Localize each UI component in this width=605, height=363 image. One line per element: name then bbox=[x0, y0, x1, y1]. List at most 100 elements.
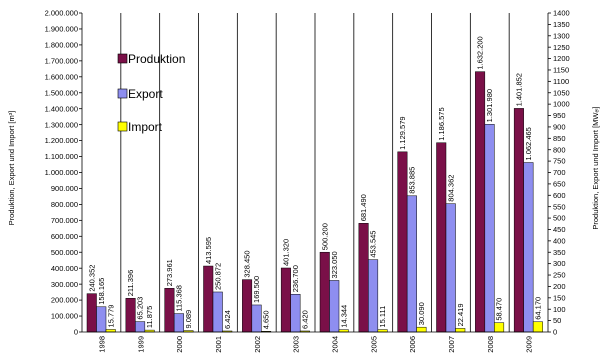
data-label-export: 250.872 bbox=[213, 263, 222, 290]
legend-swatch-export bbox=[117, 88, 128, 99]
bar-export bbox=[523, 162, 534, 333]
y-tick-label-right: 300 bbox=[553, 259, 566, 268]
y-axis-title-right: Produktion, Export und Import [MWₑₗ] bbox=[591, 106, 600, 229]
bar-produktion bbox=[203, 265, 214, 333]
legend-swatch-produktion bbox=[117, 53, 128, 64]
legend-label-import: Import bbox=[128, 120, 163, 134]
bar-produktion bbox=[475, 71, 486, 333]
y-tick-label-right: 0 bbox=[553, 328, 557, 337]
data-label-import: 11.875 bbox=[145, 306, 154, 328]
y-axis-title-left: Produktion, Export und Import [m³] bbox=[7, 111, 16, 226]
y-tick-label-left: 1.700.000 bbox=[45, 56, 78, 65]
bar-export bbox=[484, 124, 495, 333]
data-label-export: 236.700 bbox=[291, 265, 300, 292]
legend: Produktion Export Import bbox=[117, 52, 185, 134]
y-tick-label-left: 800.000 bbox=[51, 200, 78, 209]
y-tick-label-left: 1.200.000 bbox=[45, 136, 78, 145]
data-label-import: 14.344 bbox=[339, 305, 348, 328]
bar-export bbox=[251, 304, 262, 333]
data-label-produktion: 328.450 bbox=[243, 250, 252, 277]
y-tick-label-left: 900.000 bbox=[51, 184, 78, 193]
data-label-import: 64.170 bbox=[533, 297, 542, 320]
y-tick-label-left: 600.000 bbox=[51, 232, 78, 241]
y-tick-label-left: 1.300.000 bbox=[45, 120, 78, 129]
labels-layer: 240.352 211.396 273.961 413.595 328.450 401.3… bbox=[45, 9, 570, 353]
x-tick-label: 2003 bbox=[292, 336, 301, 353]
bar-import bbox=[494, 322, 505, 333]
y-tick-label-left: 1.000.000 bbox=[45, 168, 78, 177]
axes-layer bbox=[79, 12, 551, 333]
data-label-import: 22.419 bbox=[456, 303, 465, 326]
y-tick-label-right: 1200 bbox=[553, 54, 570, 63]
y-tick-label-left: 1.900.000 bbox=[45, 25, 78, 34]
x-tick-label: 2002 bbox=[253, 336, 262, 353]
x-tick-label: 2005 bbox=[369, 336, 378, 353]
legend-label-export: Export bbox=[128, 87, 163, 101]
bar-produktion bbox=[125, 298, 136, 333]
data-label-import: 15.111 bbox=[378, 306, 387, 328]
bar-export bbox=[445, 203, 456, 333]
y-tick-label-left: 100.000 bbox=[51, 312, 78, 321]
y-tick-label-right: 50 bbox=[553, 316, 561, 325]
y-tick-label-right: 850 bbox=[553, 134, 566, 143]
x-tick-label: 2000 bbox=[175, 336, 184, 353]
y-tick-label-right: 750 bbox=[553, 157, 566, 166]
bar-produktion bbox=[319, 251, 330, 333]
y-tick-label-left: 0 bbox=[74, 328, 78, 337]
bar-produktion bbox=[358, 223, 369, 333]
legend-swatch-import bbox=[117, 121, 128, 132]
data-label-import: 6.424 bbox=[223, 310, 232, 329]
x-tick-label: 1998 bbox=[97, 336, 106, 353]
data-label-import: 30.090 bbox=[417, 302, 426, 325]
y-tick-label-right: 1150 bbox=[553, 66, 569, 75]
bar-import bbox=[416, 326, 427, 333]
bar-produktion bbox=[164, 288, 175, 333]
bar-produktion bbox=[436, 142, 447, 333]
bar-import bbox=[532, 321, 543, 333]
y-tick-label-left: 500.000 bbox=[51, 248, 78, 257]
y-tick-label-right: 150 bbox=[553, 293, 566, 302]
y-tick-label-right: 550 bbox=[553, 202, 566, 211]
x-tick-label: 2007 bbox=[447, 336, 456, 353]
data-label-export: 115.368 bbox=[174, 285, 183, 312]
legend-label-produktion: Produktion bbox=[128, 52, 185, 66]
x-tick-label: 2009 bbox=[525, 336, 534, 353]
bar-produktion bbox=[86, 293, 97, 333]
bar-produktion bbox=[280, 267, 291, 333]
y-tick-label-right: 1400 bbox=[553, 9, 570, 18]
y-tick-label-left: 200.000 bbox=[51, 296, 78, 305]
data-label-produktion: 401.320 bbox=[281, 239, 290, 266]
bar-export bbox=[212, 291, 223, 333]
y-tick-label-right: 400 bbox=[553, 236, 566, 245]
y-tick-label-left: 400.000 bbox=[51, 264, 78, 273]
data-label-export: 65.203 bbox=[136, 297, 145, 320]
data-label-produktion: 240.352 bbox=[87, 265, 96, 292]
data-label-produktion: 1.632.200 bbox=[476, 36, 485, 69]
y-tick-label-right: 250 bbox=[553, 271, 566, 280]
y-tick-label-left: 300.000 bbox=[51, 280, 78, 289]
bar-produktion bbox=[513, 108, 524, 333]
y-tick-label-right: 800 bbox=[553, 145, 566, 154]
data-label-produktion: 273.961 bbox=[165, 259, 174, 286]
y-tick-label-right: 350 bbox=[553, 248, 566, 257]
data-label-produktion: 1.401.852 bbox=[514, 73, 523, 106]
y-tick-label-right: 900 bbox=[553, 123, 566, 132]
data-label-export: 169.500 bbox=[252, 276, 261, 303]
y-tick-label-left: 700.000 bbox=[51, 216, 78, 225]
y-tick-label-right: 1050 bbox=[553, 88, 570, 97]
bar-produktion bbox=[397, 151, 408, 333]
bar-export bbox=[290, 293, 301, 333]
y-tick-label-right: 1000 bbox=[553, 100, 570, 109]
data-label-export: 453.545 bbox=[369, 231, 378, 258]
x-tick-label: 2008 bbox=[486, 336, 495, 353]
data-label-import: 58.470 bbox=[495, 298, 504, 321]
bar-export bbox=[96, 306, 107, 333]
y-tick-label-left: 2.000.000 bbox=[45, 9, 78, 18]
data-label-export: 1.062.465 bbox=[524, 127, 533, 160]
y-tick-label-right: 100 bbox=[553, 305, 566, 314]
y-tick-label-left: 1.400.000 bbox=[45, 104, 78, 113]
y-tick-label-right: 1300 bbox=[553, 31, 570, 40]
x-tick-label: 1999 bbox=[136, 336, 145, 353]
bar-export bbox=[368, 259, 379, 333]
y-tick-label-right: 1350 bbox=[553, 20, 570, 29]
